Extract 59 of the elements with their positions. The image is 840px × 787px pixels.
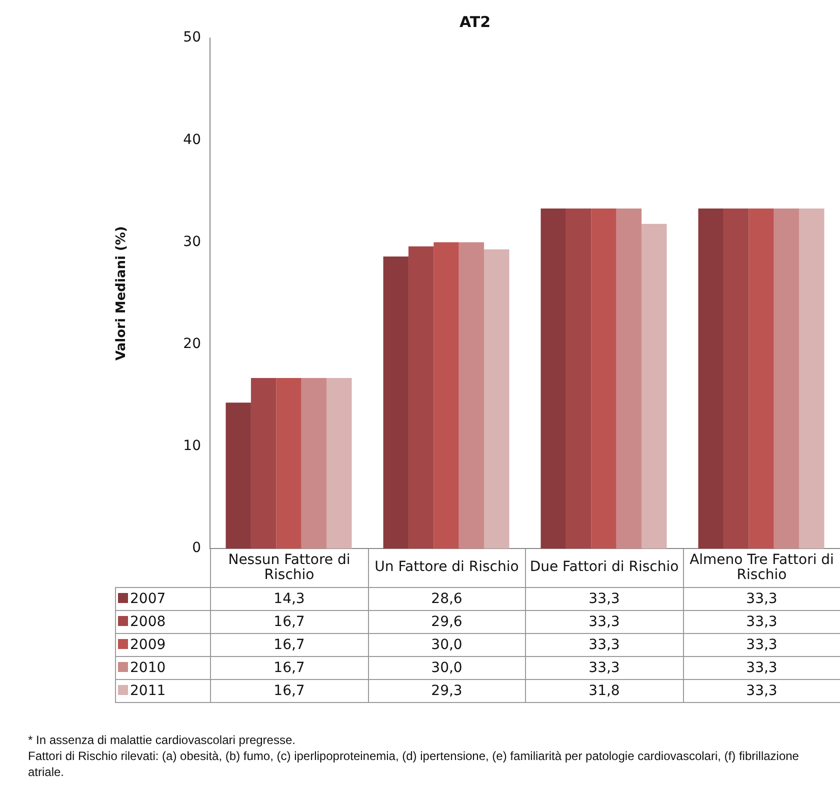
x-tick-label: Due Fattori di Rischio: [526, 548, 683, 588]
bar: [616, 208, 642, 549]
y-tick-label: 0: [192, 540, 201, 556]
bar: [250, 378, 276, 549]
bar: [774, 208, 800, 549]
data-label: 29,6: [368, 610, 526, 634]
text: Fattori di Rischio rilevati: (a) obesità, (b) fumo, (c) iperlipoproteinemia, (d) ipertensione, (e) familiarità per patologie cardiovascolari, (f) fibrillazione atriale.: [28, 748, 800, 780]
bar: [723, 208, 749, 549]
data-label: 14,3: [210, 587, 368, 610]
y-tick-label: 20: [183, 336, 201, 352]
bar: [326, 378, 352, 549]
data-label: 29,3: [368, 679, 526, 702]
data-label: 33,3: [526, 656, 683, 680]
bar: [276, 378, 302, 549]
y-tick-label: 40: [183, 132, 201, 148]
data-label: 16,7: [210, 633, 368, 656]
y-tick-label: 30: [183, 234, 201, 250]
data-label: 33,3: [683, 679, 840, 702]
data-label: 16,7: [210, 656, 368, 680]
text: * In assenza di malattie cardiovascolari pregresse.: [28, 732, 296, 748]
bar: [799, 208, 824, 549]
bar: [383, 256, 408, 549]
bar: [698, 208, 724, 549]
data-label: 30,0: [368, 656, 526, 680]
bar: [408, 246, 434, 549]
data-label: 33,3: [683, 610, 840, 634]
legend-label: 2007: [116, 587, 210, 610]
data-label: 33,3: [526, 633, 683, 656]
data-label: 16,7: [210, 610, 368, 634]
y-axis-title: Valori Mediani (%): [114, 226, 130, 360]
legend-label: 2009: [116, 633, 210, 656]
bar: [566, 208, 592, 549]
legend-label: 2010: [116, 656, 210, 680]
x-tick-label: Nessun Fattore di Rischio: [210, 548, 368, 588]
data-label: 16,7: [210, 679, 368, 702]
data-label: 33,3: [683, 656, 840, 680]
y-tick-label: 10: [183, 438, 201, 454]
data-label: 33,3: [683, 587, 840, 610]
data-label: 33,3: [526, 610, 683, 634]
bar: [748, 208, 774, 549]
bar: [226, 402, 251, 549]
bar: [484, 249, 510, 549]
bar: [301, 378, 327, 549]
data-label: 33,3: [683, 633, 840, 656]
data-label: 30,0: [368, 633, 526, 656]
x-tick-label: Almeno Tre Fattori di Rischio: [683, 548, 840, 588]
bar: [458, 242, 484, 549]
bar: [540, 208, 566, 549]
bar: [642, 224, 667, 549]
y-tick-label: 50: [183, 30, 201, 46]
chart-title: AT2: [459, 12, 491, 31]
data-label: 31,8: [526, 679, 683, 702]
data-label: 28,6: [368, 587, 526, 610]
x-tick-label: Un Fattore di Rischio: [368, 548, 526, 588]
legend-label: 2008: [116, 610, 210, 634]
data-label: 33,3: [526, 587, 683, 610]
legend-label: 2011: [116, 679, 210, 702]
bar: [434, 242, 459, 549]
bar: [591, 208, 616, 549]
